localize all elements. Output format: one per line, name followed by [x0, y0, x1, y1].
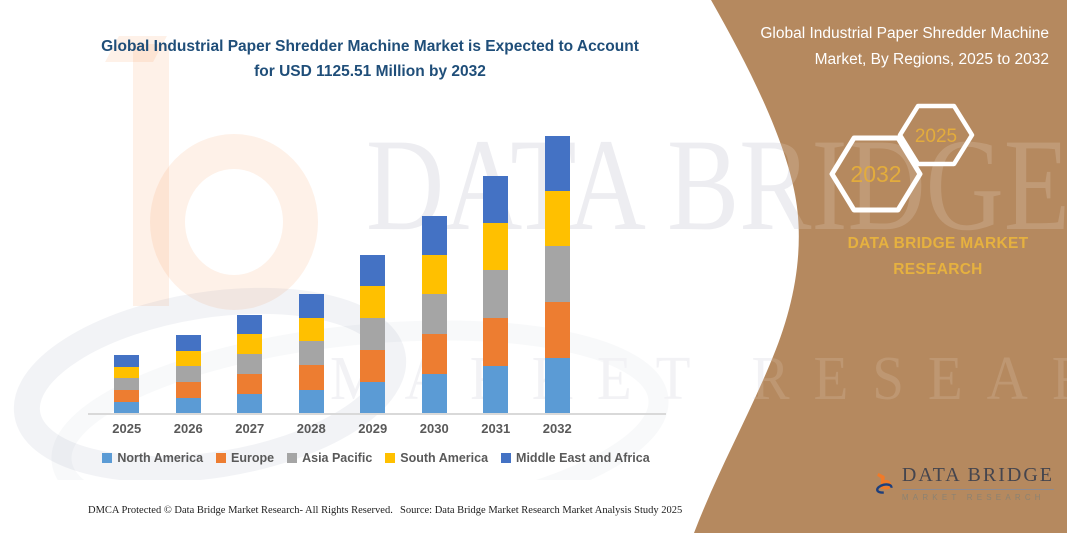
bar-column-2032: [527, 136, 589, 414]
hexagon-2032-label: 2032: [850, 161, 901, 187]
data-bridge-logo-icon: [876, 473, 893, 494]
bar-column-2029: [342, 136, 404, 414]
x-axis-label: 2028: [296, 421, 326, 436]
legend-item: Europe: [216, 451, 274, 465]
legend: North America Europe Asia Pacific South Ame…: [80, 451, 672, 465]
bar-segment: [175, 335, 201, 351]
footer-source-text: Source: Data Bridge Market Research Mark…: [400, 505, 683, 516]
x-axis-label: 2031: [481, 421, 511, 436]
bar-column-2025: [96, 136, 158, 414]
bar-segment: [421, 373, 447, 414]
stacked-bar: [544, 136, 570, 414]
bar-segment: [114, 389, 140, 402]
bar-segment: [544, 301, 570, 358]
x-axis-line: [88, 413, 666, 415]
hexagon-badges: 2032 2025: [829, 103, 975, 213]
bar-segment: [544, 357, 570, 414]
bar-segment: [298, 317, 324, 342]
legend-label: South America: [400, 451, 489, 465]
bar-segment: [175, 397, 201, 414]
bar-segment: [175, 350, 201, 367]
bar-segment: [114, 355, 140, 367]
bar-segment: [237, 373, 263, 394]
x-axis-label: 2025: [112, 421, 142, 436]
bar-segment: [544, 190, 570, 246]
footer-dmca-text: DMCA Protected © Data Bridge Market Rese…: [88, 505, 393, 516]
bars-row: [96, 136, 588, 414]
hexagon-2025: 2025: [897, 103, 975, 167]
bar-segment: [483, 176, 509, 223]
stacked-bar: [114, 355, 140, 414]
stacked-bar: [175, 335, 201, 414]
bar-segment: [544, 245, 570, 302]
bar-segment: [421, 293, 447, 334]
stacked-bar: [237, 314, 263, 414]
legend-item: Middle East and Africa: [501, 451, 650, 465]
bar-segment: [483, 365, 509, 414]
logo-subtitle: MARKET RESEARCH: [901, 493, 1045, 502]
x-axis-label: 2027: [235, 421, 265, 436]
legend-label: Asia Pacific: [302, 451, 373, 465]
x-axis-label: 2030: [419, 421, 449, 436]
bar-column-2031: [465, 136, 527, 414]
legend-label: North America: [117, 451, 204, 465]
legend-swatch: [216, 453, 227, 463]
bar-column-2028: [281, 136, 343, 414]
legend-swatch: [385, 453, 396, 463]
stacked-bar: [360, 254, 386, 414]
legend-item: Asia Pacific: [287, 451, 372, 465]
brand-text: DATA BRIDGE MARKET RESEARCH: [847, 235, 1029, 278]
bar-segment: [237, 314, 263, 335]
bar-segment: [483, 317, 509, 366]
x-axis-label: 2032: [542, 421, 572, 436]
bar-segment: [237, 353, 263, 374]
legend-item: South America: [385, 451, 488, 465]
bar-segment: [237, 393, 263, 414]
bar-segment: [175, 366, 201, 383]
bar-column-2030: [404, 136, 466, 414]
legend-swatch: [501, 453, 512, 463]
bar-segment: [114, 401, 140, 414]
bar-segment: [421, 254, 447, 294]
stacked-bar: [483, 176, 509, 414]
bar-segment: [360, 317, 386, 350]
bar-column-2027: [219, 136, 281, 414]
bar-segment: [298, 365, 324, 390]
bar-segment: [114, 366, 140, 378]
bar-segment: [360, 286, 386, 318]
bar-segment: [360, 381, 386, 414]
bar-segment: [360, 254, 386, 287]
stacked-bar: [421, 215, 447, 414]
x-axis-label: 2026: [173, 421, 203, 436]
bar-segment: [360, 349, 386, 382]
bar-segment: [421, 215, 447, 255]
bar-segment: [544, 136, 570, 191]
panel-title: Global Industrial Paper Shredder Machine…: [760, 25, 1049, 68]
bar-segment: [175, 382, 201, 398]
bar-segment: [114, 377, 140, 390]
stacked-bar: [298, 294, 324, 414]
legend-label: Middle East and Africa: [516, 451, 650, 465]
x-axis-label: 2029: [358, 421, 388, 436]
bar-segment: [421, 333, 447, 374]
hexagon-2025-label: 2025: [915, 126, 957, 147]
legend-label: Europe: [231, 451, 275, 465]
legend-swatch: [102, 453, 113, 463]
bar-segment: [237, 334, 263, 354]
bar-segment: [483, 270, 509, 318]
legend-item: North America: [102, 451, 203, 465]
bar-segment: [483, 222, 509, 271]
bar-column-2026: [158, 136, 220, 414]
logo-title: DATA BRIDGE: [901, 464, 1054, 490]
chart-title: Global Industrial Paper Shredder Machine…: [101, 38, 639, 80]
data-bridge-logo: DATA BRIDGE MARKET RESEARCH: [874, 452, 1054, 514]
bar-segment: [298, 341, 324, 366]
bar-segment: [298, 294, 324, 318]
x-labels-row: 2025 2026 2027 2028 2029 2030 2031 2032: [96, 421, 588, 436]
bar-segment: [298, 389, 324, 414]
legend-swatch: [287, 453, 298, 463]
